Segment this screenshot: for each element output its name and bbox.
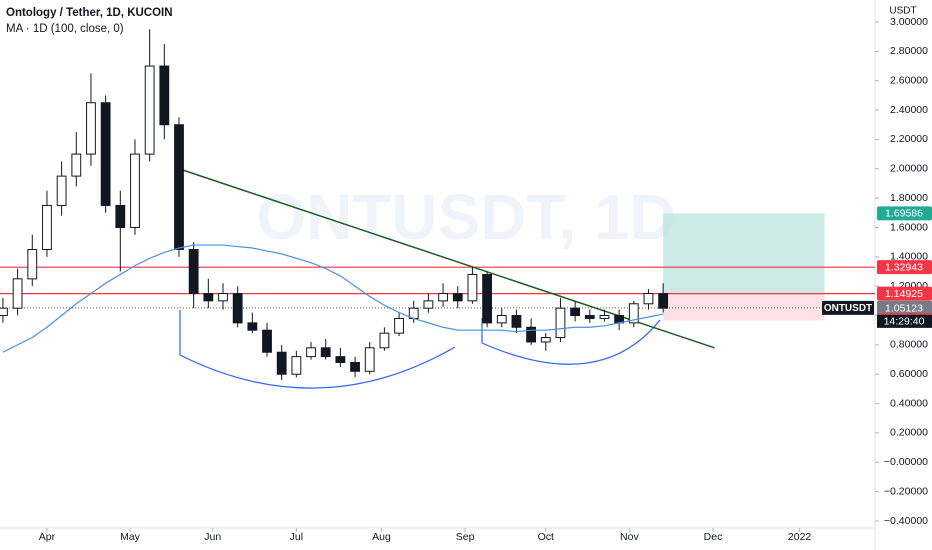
- candle-body: [658, 293, 669, 309]
- candle-body: [247, 322, 258, 331]
- y-tick-label: 2.80000: [890, 45, 928, 57]
- chart-title: Ontology / Tether, 1D, KUCOIN: [6, 7, 173, 19]
- y-tick-label: 1.40000: [890, 251, 928, 263]
- symbol-label: ONTUSDT: [824, 303, 872, 314]
- candle-body: [394, 317, 404, 334]
- price-label-box: [877, 301, 932, 316]
- candle-body: [276, 351, 287, 375]
- drawn-arc: [481, 319, 661, 365]
- candle-body: [188, 248, 199, 295]
- y-tick-label: 0.60000: [890, 368, 928, 380]
- plot: [0, 29, 875, 381]
- symbol-box: [822, 300, 874, 315]
- candle-body: [423, 300, 434, 309]
- y-tick-label: 2.60000: [890, 74, 928, 86]
- y-tick-label: 3.00000: [890, 16, 928, 28]
- x-tick-label: Nov: [620, 531, 639, 543]
- y-tick-label: 2.20000: [890, 133, 928, 145]
- price-label-box: [877, 260, 932, 275]
- x-tick-label: 2022: [788, 531, 812, 543]
- x-tick-label: Jul: [290, 531, 303, 543]
- candle-body: [496, 315, 507, 324]
- candle-body: [320, 347, 331, 358]
- candle-body: [364, 347, 375, 372]
- x-tick-label: Apr: [39, 531, 56, 543]
- y-tick-label: 0.40000: [890, 397, 928, 409]
- candle-body: [540, 337, 551, 343]
- candle-body: [56, 175, 67, 206]
- drawn-arc: [179, 346, 456, 389]
- ma-line: [2, 244, 664, 353]
- price-label: 1.32943: [885, 261, 923, 273]
- stop-zone: [663, 293, 825, 321]
- price-label: 1.69586: [885, 208, 923, 220]
- candle-body: [0, 307, 8, 317]
- candle-body: [584, 315, 595, 319]
- candle-body: [159, 65, 170, 126]
- x-tick-label: Jun: [204, 531, 221, 543]
- y-tick-label: −0.00000: [884, 456, 928, 468]
- countdown: 14:29:40: [884, 316, 925, 328]
- candle-body: [291, 356, 302, 375]
- y-tick-label: 0.20000: [890, 427, 928, 439]
- candle-body: [306, 347, 316, 358]
- candle-body: [379, 332, 390, 349]
- candle-body: [335, 356, 346, 363]
- y-tick-label: 1.60000: [890, 221, 928, 233]
- price-label-box: [877, 286, 932, 301]
- indicator-label: MA · 1D (100, close, 0): [6, 23, 124, 35]
- candle-body: [174, 124, 184, 250]
- profit-zone: [663, 213, 825, 294]
- countdown-box: [877, 314, 932, 328]
- x-tick-label: Aug: [372, 531, 391, 543]
- price-label-box: [877, 206, 932, 221]
- y-tick-label: 0.80000: [890, 339, 928, 351]
- price-label: 1.05123: [885, 302, 923, 314]
- x-tick-label: May: [120, 531, 141, 543]
- y-tick-label: 1.80000: [890, 192, 928, 204]
- y-tick-label: 2.40000: [890, 104, 928, 116]
- candle-body: [526, 326, 537, 343]
- candle-body: [628, 303, 639, 324]
- candle-body: [438, 293, 448, 302]
- candle-body: [511, 315, 522, 328]
- candle-body: [218, 293, 228, 302]
- candle-body: [100, 102, 111, 206]
- candle-body: [130, 153, 140, 228]
- y-tick-label: −0.40000: [884, 515, 928, 527]
- candle-body: [262, 329, 272, 353]
- candle-body: [27, 248, 38, 280]
- candle-body: [71, 153, 82, 177]
- candle-body: [144, 65, 155, 155]
- x-tick-label: Sep: [456, 531, 475, 543]
- candle-body: [350, 361, 360, 372]
- price-label: 1.14925: [885, 288, 923, 300]
- candle-body: [467, 273, 478, 302]
- candle-body: [115, 204, 126, 228]
- candle-body: [232, 293, 243, 324]
- candle-body: [42, 204, 52, 250]
- y-tick-label: −0.20000: [884, 485, 928, 497]
- candle-body: [482, 273, 492, 324]
- candle-body: [643, 293, 654, 305]
- candle-body: [555, 307, 566, 339]
- trendline: [178, 168, 715, 349]
- x-tick-label: Oct: [538, 531, 554, 543]
- candle-body: [203, 293, 214, 302]
- y-tick-label: 2.00000: [890, 163, 928, 175]
- candle-body: [452, 293, 463, 302]
- candle-body: [599, 315, 610, 319]
- candle-body: [12, 278, 23, 309]
- axis-unit: USDT: [889, 6, 916, 17]
- candle-body: [86, 102, 96, 155]
- x-tick-label: Dec: [704, 531, 723, 543]
- candle-body: [570, 307, 581, 317]
- watermark: ONTUSDT, 1D: [256, 181, 676, 253]
